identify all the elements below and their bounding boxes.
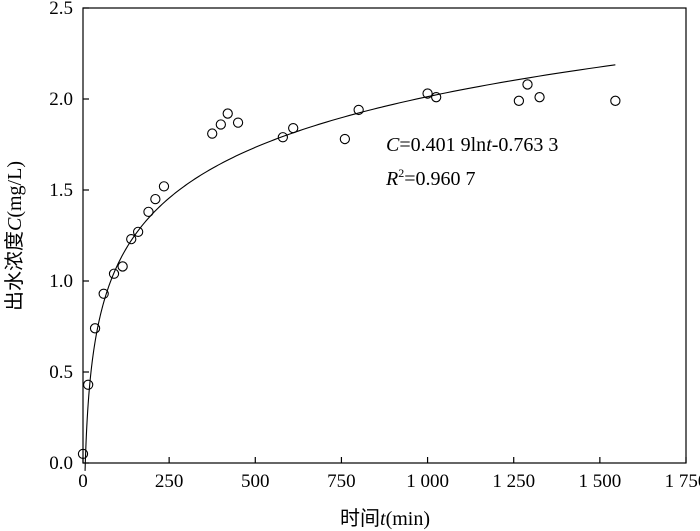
data-point — [158, 181, 170, 192]
x-axis-title: 时间t(min) — [340, 507, 430, 530]
y-tick-label: 0.5 — [49, 362, 73, 383]
x-axis-ticks: 0 250 500 750 1 000 1 250 1 500 1 750 — [78, 457, 700, 492]
x-tick-label: 0 — [78, 471, 88, 492]
data-point — [207, 128, 218, 139]
y-axis-title: 出水浓度C(mg/L) — [3, 161, 26, 311]
x-tick-label: 1 750 — [665, 471, 700, 492]
data-point — [132, 226, 144, 238]
x-tick-label: 1 000 — [406, 471, 449, 492]
data-point — [277, 132, 289, 143]
data-point — [126, 233, 137, 245]
data-point — [534, 92, 545, 103]
y-tick-label: 0.0 — [49, 453, 73, 474]
data-point — [150, 193, 161, 205]
data-point — [513, 95, 525, 106]
data-point — [431, 92, 442, 103]
plot-area-frame — [82, 7, 687, 464]
data-point — [89, 323, 101, 334]
data-point — [108, 268, 120, 279]
data-point — [422, 88, 433, 99]
fit-curve — [84, 64, 616, 471]
x-tick-label: 750 — [327, 471, 356, 492]
data-point — [117, 261, 128, 272]
data-point — [522, 79, 533, 90]
equation-text: C=0.401 9lnt-0.763 3 — [386, 134, 558, 156]
data-point — [288, 122, 299, 134]
data-point — [215, 119, 226, 130]
data-point — [222, 108, 233, 119]
r-squared-text: R2=0.960 7 — [385, 166, 476, 190]
x-tick-label: 1 250 — [492, 471, 535, 492]
data-point — [83, 379, 94, 390]
y-axis-ticks: 0.0 0.5 1.0 1.5 2.0 2.5 — [49, 0, 89, 474]
data-point — [610, 95, 621, 106]
y-tick-label: 2.5 — [49, 0, 73, 19]
data-points — [77, 79, 621, 460]
data-point — [143, 206, 154, 217]
y-tick-label: 2.0 — [49, 89, 73, 110]
data-point — [98, 288, 109, 299]
y-tick-label: 1.5 — [49, 180, 73, 201]
data-point — [232, 117, 244, 128]
data-point — [353, 104, 364, 116]
x-tick-label: 250 — [155, 471, 184, 492]
x-tick-label: 1 500 — [578, 471, 621, 492]
data-point — [77, 448, 89, 460]
y-tick-label: 1.0 — [49, 271, 73, 292]
data-point — [339, 133, 351, 145]
x-tick-label: 500 — [241, 471, 270, 492]
